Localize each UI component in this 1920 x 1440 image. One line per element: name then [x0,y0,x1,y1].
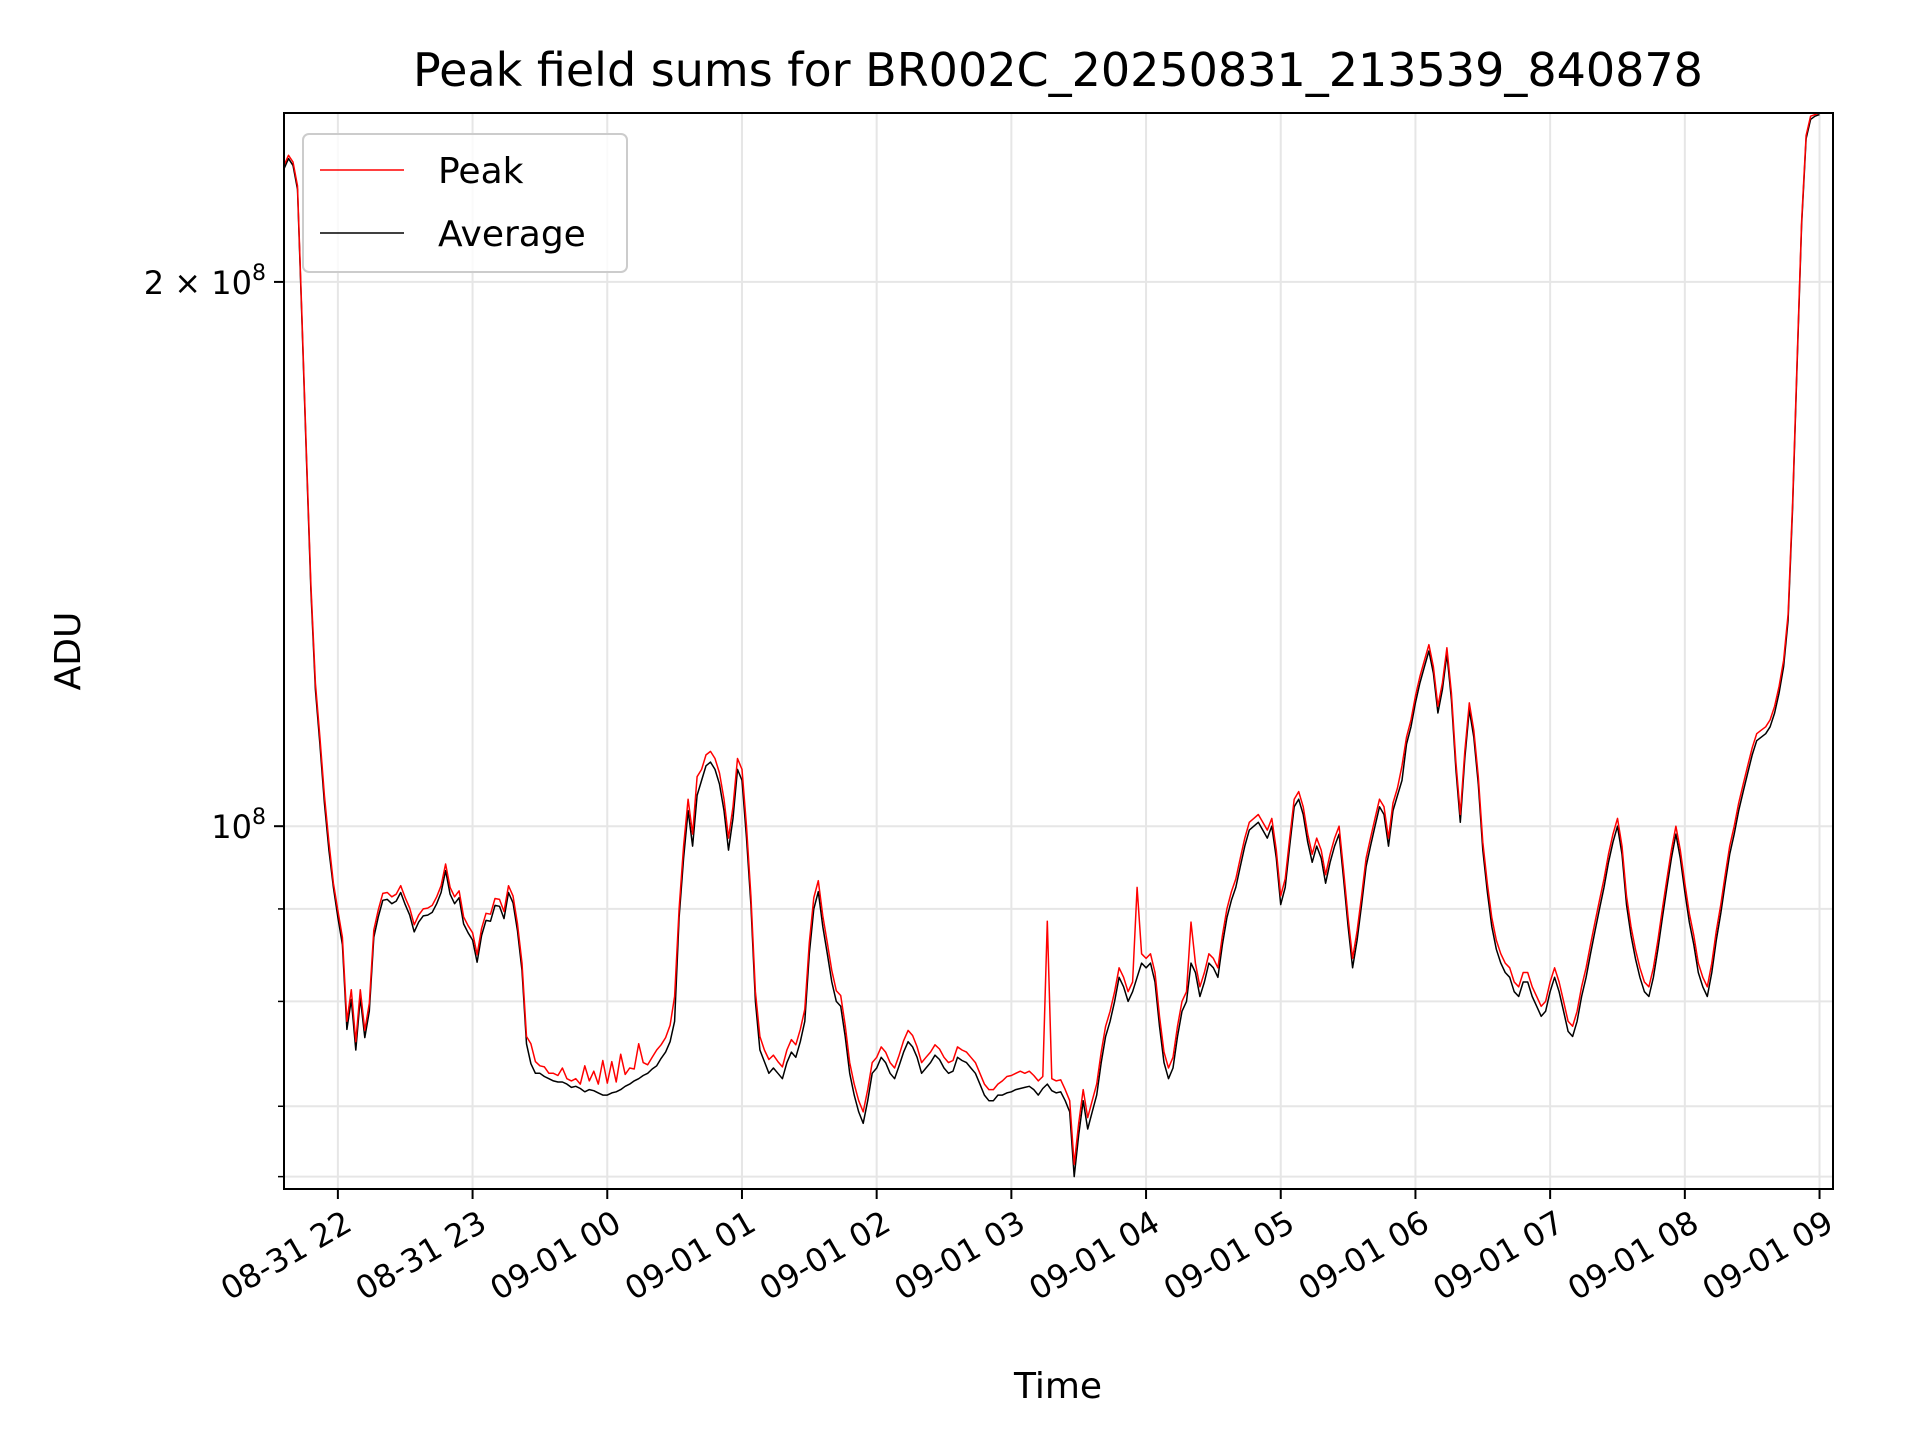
legend-box [302,133,628,273]
series-average-line [283,113,1820,1178]
legend-peak-label: Peak [438,151,524,192]
grid [284,113,1833,1189]
series-peak-line [283,112,1820,1166]
x-axis-label: Time [1013,1366,1102,1407]
plot-frame [283,112,1834,1190]
y-tick-label: 108 [211,805,266,846]
series-layer [283,112,1820,1178]
y-axis-label: ADU [48,612,89,691]
legend: Peak Average [302,133,628,273]
y-tick-label: 2 × 108 [144,261,266,302]
y-axis: 108 2 × 108 [144,261,284,1178]
chart-title: Peak field sums for BR002C_20250831_2135… [413,43,1703,97]
legend-average-label: Average [438,214,586,255]
